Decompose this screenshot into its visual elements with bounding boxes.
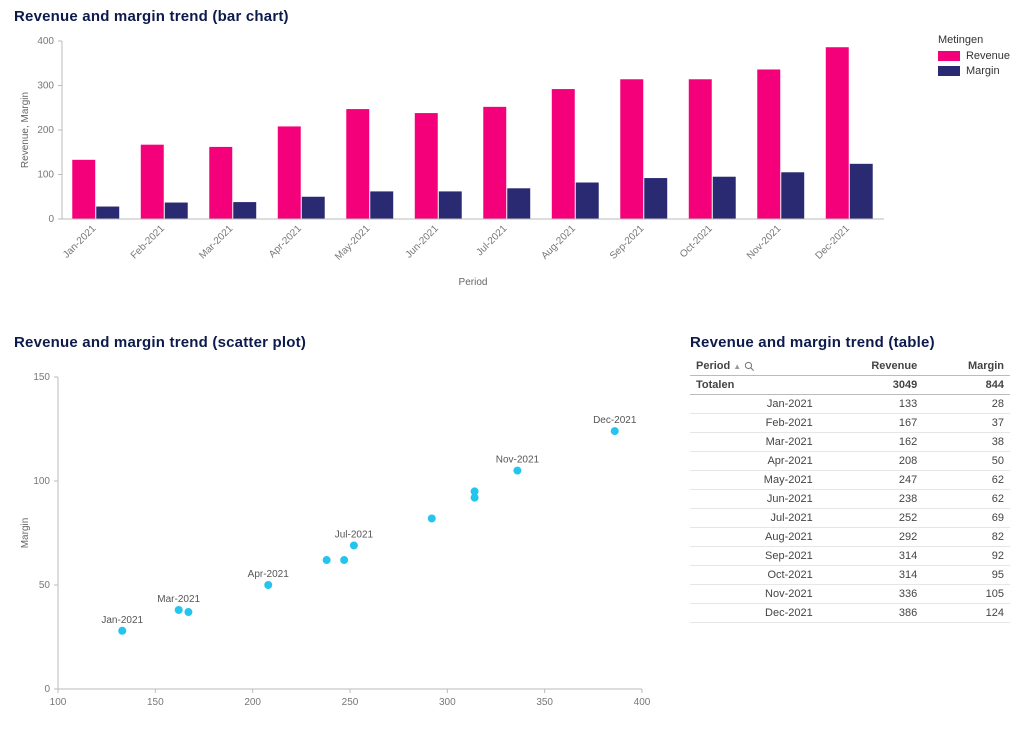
col-revenue[interactable]: Revenue xyxy=(819,357,923,376)
table-row[interactable]: Jun-202123862 xyxy=(690,490,1010,509)
legend-swatch-margin xyxy=(938,66,960,76)
table-row[interactable]: Nov-2021336105 xyxy=(690,585,1010,604)
bar-legend-title: Metingen xyxy=(938,34,1010,46)
svg-text:Jul-2021: Jul-2021 xyxy=(474,223,509,258)
svg-text:0: 0 xyxy=(44,684,50,695)
svg-text:0: 0 xyxy=(48,214,54,225)
legend-label-margin: Margin xyxy=(966,65,1000,77)
svg-text:100: 100 xyxy=(37,170,54,181)
scatter-chart-title: Revenue and margin trend (scatter plot) xyxy=(14,334,654,351)
svg-text:Period: Period xyxy=(459,277,488,288)
svg-text:300: 300 xyxy=(439,697,456,708)
svg-text:Jul-2021: Jul-2021 xyxy=(335,529,374,540)
legend-swatch-revenue xyxy=(938,51,960,61)
svg-text:400: 400 xyxy=(634,697,651,708)
table-row[interactable]: Apr-202120850 xyxy=(690,452,1010,471)
svg-text:150: 150 xyxy=(33,372,50,383)
table-row[interactable]: Totalen3049844 xyxy=(690,376,1010,395)
svg-text:Revenue, Margin: Revenue, Margin xyxy=(20,92,31,168)
bar-legend: Metingen Revenue Margin xyxy=(938,34,1010,80)
svg-text:Jun-2021: Jun-2021 xyxy=(404,223,442,261)
table-row[interactable]: Sep-202131492 xyxy=(690,547,1010,566)
col-margin[interactable]: Margin xyxy=(923,357,1010,376)
table-row[interactable]: Mar-202116238 xyxy=(690,433,1010,452)
svg-text:Nov-2021: Nov-2021 xyxy=(745,223,784,262)
svg-text:Oct-2021: Oct-2021 xyxy=(678,223,715,260)
table-row[interactable]: Jul-202125269 xyxy=(690,509,1010,528)
svg-text:Sep-2021: Sep-2021 xyxy=(608,223,647,262)
svg-text:Dec-2021: Dec-2021 xyxy=(813,223,852,262)
col-period[interactable]: Period ▲ xyxy=(690,357,819,376)
table-row[interactable]: Jan-202113328 xyxy=(690,395,1010,414)
scatter-chart: 0 50 100 150 100 150 200 250 300 350 400 Margin Jan-… xyxy=(14,357,654,717)
svg-text:200: 200 xyxy=(244,697,261,708)
svg-text:200: 200 xyxy=(37,125,54,136)
svg-text:Jan-2021: Jan-2021 xyxy=(101,615,143,626)
sort-ascending-icon: ▲ xyxy=(733,362,741,371)
svg-text:250: 250 xyxy=(342,697,359,708)
svg-text:Apr-2021: Apr-2021 xyxy=(267,223,304,260)
svg-text:Jan-2021: Jan-2021 xyxy=(61,223,99,261)
svg-text:May-2021: May-2021 xyxy=(333,223,373,263)
bar-chart: 0 100 200 300 400 Revenue, Margin Jan-2021 Feb-… xyxy=(14,31,894,289)
svg-text:Feb-2021: Feb-2021 xyxy=(129,223,167,261)
table-row[interactable]: Feb-202116737 xyxy=(690,414,1010,433)
svg-text:300: 300 xyxy=(37,81,54,92)
svg-text:100: 100 xyxy=(33,476,50,487)
legend-item-margin[interactable]: Margin xyxy=(938,65,1010,77)
svg-text:100: 100 xyxy=(50,697,67,708)
search-icon[interactable] xyxy=(744,361,755,372)
table-row[interactable]: Dec-2021386124 xyxy=(690,604,1010,623)
table-row[interactable]: May-202124762 xyxy=(690,471,1010,490)
table-title: Revenue and margin trend (table) xyxy=(690,334,1010,351)
svg-text:150: 150 xyxy=(147,697,164,708)
legend-label-revenue: Revenue xyxy=(966,50,1010,62)
svg-text:50: 50 xyxy=(39,580,51,591)
svg-text:Nov-2021: Nov-2021 xyxy=(496,455,540,466)
bar-chart-title: Revenue and margin trend (bar chart) xyxy=(14,8,1010,25)
svg-text:350: 350 xyxy=(536,697,553,708)
svg-text:Dec-2021: Dec-2021 xyxy=(593,415,637,426)
table-row[interactable]: Oct-202131495 xyxy=(690,566,1010,585)
svg-text:Margin: Margin xyxy=(20,518,31,549)
svg-text:Aug-2021: Aug-2021 xyxy=(539,223,578,262)
svg-text:400: 400 xyxy=(37,36,54,47)
data-table: Period ▲ Revenue Margin Totalen3049844Ja… xyxy=(690,357,1010,623)
svg-text:Mar-2021: Mar-2021 xyxy=(157,594,200,605)
svg-text:Apr-2021: Apr-2021 xyxy=(248,569,290,580)
table-row[interactable]: Aug-202129282 xyxy=(690,528,1010,547)
legend-item-revenue[interactable]: Revenue xyxy=(938,50,1010,62)
svg-text:Mar-2021: Mar-2021 xyxy=(197,223,235,261)
